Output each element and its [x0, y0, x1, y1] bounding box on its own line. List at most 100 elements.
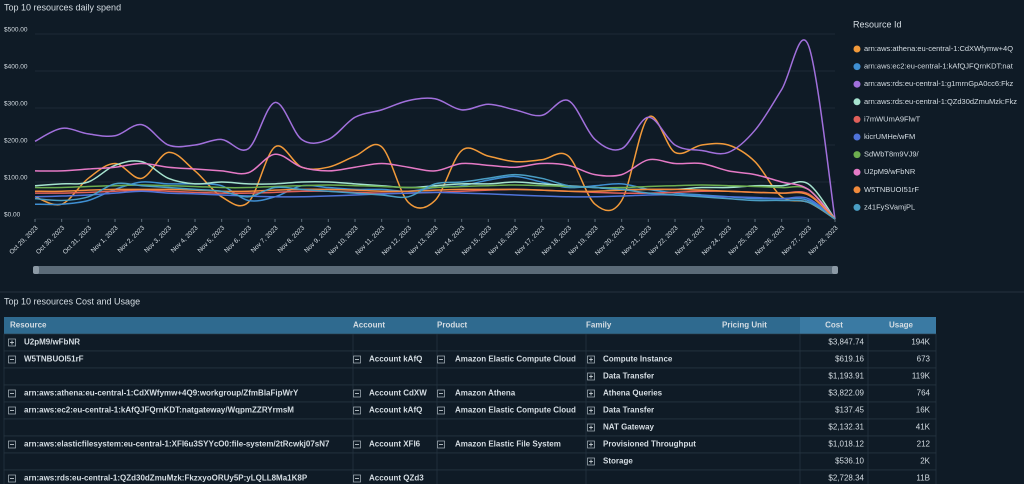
expand-toggle[interactable]: [437, 406, 445, 415]
table-cell: $3,847.74: [828, 338, 864, 347]
expand-toggle[interactable]: [587, 355, 595, 364]
legend-marker[interactable]: [853, 168, 861, 176]
table-cell: $2,132.31: [828, 423, 864, 432]
expand-toggle[interactable]: [437, 440, 445, 449]
legend-label[interactable]: kicrUMHe/wFM: [864, 132, 915, 141]
expand-toggle[interactable]: [353, 406, 361, 415]
expand-toggle[interactable]: [587, 372, 595, 381]
expand-toggle[interactable]: [8, 440, 16, 449]
legend-label[interactable]: arn:aws:athena:eu-central-1:CdXWfymw+4Q: [864, 44, 1013, 53]
expand-toggle[interactable]: [8, 355, 16, 364]
expand-toggle[interactable]: [8, 338, 16, 347]
series-line: [34, 188, 836, 220]
expand-toggle[interactable]: [353, 355, 361, 364]
expand-toggle[interactable]: [8, 389, 16, 398]
expand-toggle[interactable]: [353, 389, 361, 398]
table-row: [3, 333, 937, 352]
table-cell: 764: [917, 389, 931, 398]
table-title: Top 10 resources Cost and Usage: [4, 296, 140, 306]
legend-label[interactable]: z41FySVamjPL: [864, 202, 915, 211]
series-line: [34, 173, 836, 220]
column-header[interactable]: Family: [586, 321, 612, 330]
legend-label[interactable]: arn:aws:ec2:eu-central-1:kAfQJFQrnKDT:na…: [864, 62, 1014, 71]
y-tick-label: $400.00: [4, 64, 28, 71]
expand-toggle[interactable]: [353, 474, 361, 483]
table-cell: $619.16: [835, 355, 864, 364]
table-cell: Storage: [603, 457, 633, 466]
table-cell: Account QZd3: [369, 474, 424, 483]
legend-marker[interactable]: [853, 203, 861, 211]
table-cell: arn:aws:rds:eu-central-1:QZd30dZmuMzk:Fk…: [24, 474, 308, 483]
table-cell: 194K: [911, 338, 930, 347]
legend-marker[interactable]: [853, 186, 861, 194]
legend-label[interactable]: arn:aws:rds:eu-central-1:g1mrnGpA0cc6:Fk…: [864, 79, 1013, 88]
table-row: [3, 452, 937, 471]
expand-toggle[interactable]: [353, 440, 361, 449]
table-cell: Compute Instance: [603, 355, 673, 364]
expand-toggle[interactable]: [8, 474, 16, 483]
expand-toggle[interactable]: [587, 457, 595, 466]
table-cell: 11B: [916, 474, 930, 483]
legend-label[interactable]: U2pM9/wFbNR: [864, 167, 916, 176]
column-header[interactable]: Pricing Unit: [722, 321, 767, 330]
expand-toggle[interactable]: [8, 406, 16, 415]
expand-toggle[interactable]: [587, 440, 595, 449]
table-cell: $2,728.34: [828, 474, 864, 483]
legend-marker[interactable]: [853, 63, 861, 71]
table-cell: Data Transfer: [603, 372, 654, 381]
column-header[interactable]: Product: [437, 321, 468, 330]
table-cell: $1,018.12: [828, 440, 864, 449]
column-header[interactable]: Resource: [10, 321, 47, 330]
legend-label[interactable]: i7mWUmA9FlwT: [864, 114, 921, 123]
legend-marker[interactable]: [853, 151, 861, 159]
scroll-handle[interactable]: [832, 266, 838, 274]
scrollbar[interactable]: [33, 266, 838, 274]
column-header[interactable]: Cost: [825, 321, 843, 330]
table-cell: Amazon Elastic Compute Cloud: [455, 355, 576, 364]
table-cell: U2pM9/wFbNR: [24, 338, 80, 347]
scroll-handle[interactable]: [33, 266, 39, 274]
chart-title: Top 10 resources daily spend: [4, 2, 121, 12]
table-cell: arn:aws:elasticfilesystem:eu-central-1:X…: [24, 440, 330, 449]
table-cell: Account CdXW: [369, 389, 427, 398]
expand-toggle[interactable]: [587, 389, 595, 398]
table-row: [3, 367, 937, 386]
table-cell: arn:aws:athena:eu-central-1:CdXWfymw+4Q9…: [24, 389, 299, 398]
table-header-metrics: [800, 317, 936, 334]
table-cell: Data Transfer: [603, 406, 654, 415]
legend-label[interactable]: SdWbT8m9VJ9/: [864, 150, 920, 159]
expand-toggle[interactable]: [587, 406, 595, 415]
legend-label[interactable]: W5TNBUOI51rF: [864, 185, 919, 194]
table-cell: 119K: [912, 372, 931, 381]
series-line: [34, 160, 836, 220]
legend-marker[interactable]: [853, 98, 861, 106]
table-cell: Athena Queries: [603, 389, 663, 398]
legend-marker[interactable]: [853, 133, 861, 141]
table-cell: Account kAfQ: [369, 355, 422, 364]
column-header[interactable]: Usage: [889, 321, 914, 330]
table-cell: 212: [917, 440, 931, 449]
expand-toggle[interactable]: [587, 423, 595, 432]
table-cell: 16K: [916, 406, 931, 415]
table-cell: $3,822.09: [828, 389, 864, 398]
table-cell: Account kAfQ: [369, 406, 422, 415]
legend-label[interactable]: arn:aws:rds:eu-central-1:QZd30dZmuMzk:Fk…: [864, 97, 1017, 106]
legend-marker[interactable]: [853, 45, 861, 53]
table-cell: W5TNBUOI51rF: [24, 355, 84, 364]
legend-marker[interactable]: [853, 80, 861, 88]
series-line: [34, 184, 836, 220]
table-row: [3, 469, 937, 484]
legend-title: Resource Id: [853, 19, 902, 29]
table-cell: $137.45: [835, 406, 864, 415]
expand-toggle[interactable]: [437, 389, 445, 398]
y-tick-label: $300.00: [4, 101, 28, 108]
table-cell: NAT Gateway: [603, 423, 655, 432]
column-header[interactable]: Account: [353, 321, 385, 330]
table-cell: 673: [917, 355, 931, 364]
legend-marker[interactable]: [853, 115, 861, 123]
series-line: [34, 115, 836, 220]
expand-toggle[interactable]: [437, 355, 445, 364]
y-tick-label: $100.00: [4, 175, 28, 182]
y-tick-label: $0.00: [4, 212, 21, 219]
